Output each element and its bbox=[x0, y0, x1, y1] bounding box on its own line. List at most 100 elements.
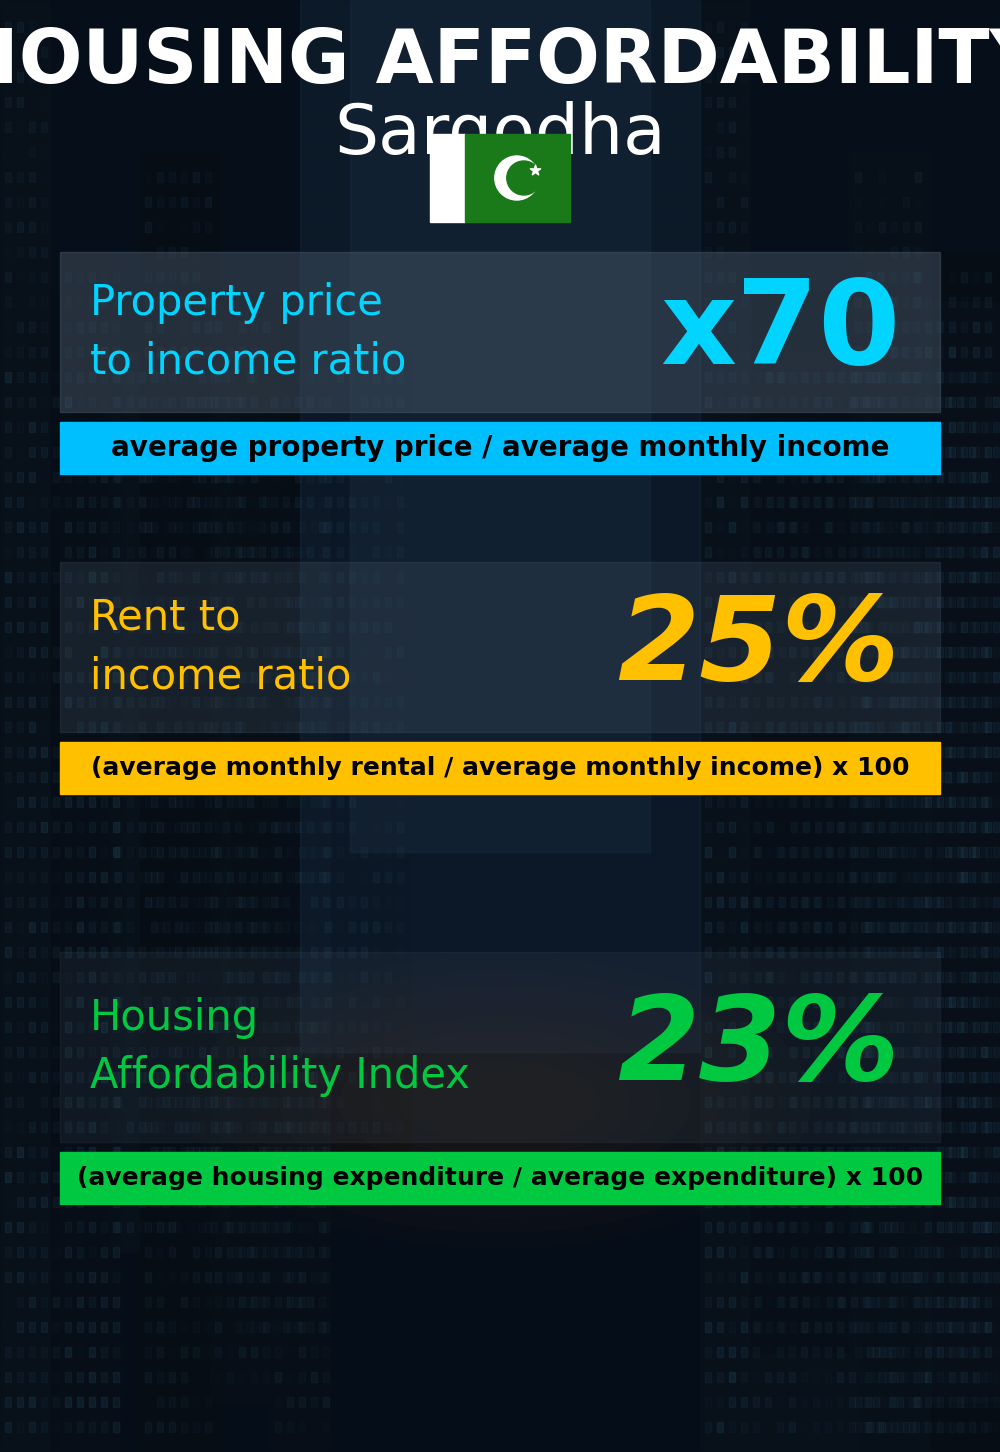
Bar bbox=[803, 722, 809, 732]
Bar bbox=[969, 797, 975, 807]
Bar bbox=[973, 873, 979, 881]
Bar bbox=[361, 547, 367, 558]
Bar bbox=[299, 1047, 305, 1057]
Bar bbox=[973, 822, 979, 832]
Bar bbox=[247, 372, 253, 382]
Bar bbox=[53, 1147, 59, 1157]
Bar bbox=[827, 1147, 833, 1157]
Bar bbox=[945, 1022, 951, 1032]
Bar bbox=[205, 497, 211, 507]
Bar bbox=[307, 947, 313, 957]
Bar bbox=[705, 1047, 711, 1057]
Bar bbox=[323, 847, 329, 857]
Bar bbox=[127, 847, 133, 857]
Bar bbox=[915, 1247, 921, 1257]
Bar bbox=[259, 1247, 265, 1257]
Bar bbox=[17, 396, 23, 407]
Bar bbox=[985, 746, 991, 756]
Bar bbox=[113, 672, 119, 682]
Bar bbox=[157, 547, 163, 558]
Bar bbox=[973, 897, 979, 908]
Bar bbox=[251, 797, 257, 807]
Bar bbox=[151, 1022, 157, 1032]
Bar bbox=[855, 697, 861, 707]
Bar bbox=[193, 1196, 199, 1207]
Bar bbox=[961, 572, 967, 582]
Bar bbox=[851, 1047, 857, 1057]
Bar bbox=[949, 746, 955, 756]
Bar bbox=[891, 1347, 897, 1358]
Bar bbox=[705, 1297, 711, 1307]
Bar bbox=[849, 572, 855, 582]
Bar bbox=[849, 1047, 855, 1057]
Bar bbox=[885, 1223, 891, 1231]
Bar bbox=[199, 822, 205, 832]
Bar bbox=[969, 822, 975, 832]
Bar bbox=[77, 1372, 83, 1382]
Bar bbox=[961, 897, 967, 908]
Bar bbox=[115, 1072, 121, 1082]
Bar bbox=[65, 697, 71, 707]
Bar bbox=[101, 347, 107, 357]
Bar bbox=[247, 1022, 253, 1032]
Bar bbox=[813, 772, 819, 783]
Bar bbox=[319, 1196, 325, 1207]
Bar bbox=[993, 1321, 999, 1331]
Bar bbox=[879, 247, 885, 257]
Bar bbox=[867, 222, 873, 232]
Bar bbox=[765, 797, 771, 807]
Bar bbox=[717, 1272, 723, 1282]
Bar bbox=[53, 672, 59, 682]
Bar bbox=[113, 497, 119, 507]
Bar bbox=[385, 822, 391, 832]
Bar bbox=[889, 1098, 895, 1106]
Bar bbox=[925, 797, 931, 807]
Bar bbox=[227, 1147, 233, 1157]
Bar bbox=[113, 847, 119, 857]
Bar bbox=[717, 1223, 723, 1231]
Bar bbox=[263, 472, 269, 482]
Bar bbox=[849, 1122, 855, 1133]
Bar bbox=[973, 947, 979, 957]
Bar bbox=[925, 1022, 931, 1032]
Bar bbox=[825, 1098, 831, 1106]
Bar bbox=[89, 597, 95, 607]
Bar bbox=[913, 672, 919, 682]
Bar bbox=[251, 497, 257, 507]
Bar bbox=[89, 672, 95, 682]
Bar bbox=[915, 847, 921, 857]
Bar bbox=[181, 822, 187, 832]
Bar bbox=[361, 1022, 367, 1032]
Bar bbox=[937, 772, 943, 783]
Bar bbox=[717, 147, 723, 157]
Bar bbox=[275, 1047, 281, 1057]
Bar bbox=[729, 897, 735, 908]
Bar bbox=[29, 1347, 35, 1358]
Bar bbox=[779, 1297, 785, 1307]
Bar bbox=[903, 1247, 909, 1257]
Bar bbox=[235, 648, 241, 656]
Bar bbox=[193, 322, 199, 333]
Bar bbox=[187, 1223, 193, 1231]
Bar bbox=[937, 947, 943, 957]
Bar bbox=[239, 772, 245, 783]
Bar bbox=[915, 1372, 921, 1382]
Bar bbox=[969, 772, 975, 783]
Bar bbox=[729, 1272, 735, 1282]
Bar bbox=[753, 523, 759, 531]
Bar bbox=[151, 971, 157, 982]
Bar bbox=[873, 1422, 879, 1432]
Bar bbox=[945, 572, 951, 582]
Bar bbox=[235, 722, 241, 732]
Bar bbox=[41, 1422, 47, 1432]
Bar bbox=[17, 372, 23, 382]
Bar bbox=[803, 1272, 809, 1282]
Bar bbox=[755, 1223, 761, 1231]
Bar bbox=[873, 1098, 879, 1106]
Bar bbox=[77, 797, 83, 807]
Bar bbox=[933, 572, 939, 582]
Bar bbox=[741, 1422, 747, 1432]
Bar bbox=[855, 1397, 861, 1407]
Bar bbox=[717, 672, 723, 682]
Bar bbox=[113, 1172, 119, 1182]
